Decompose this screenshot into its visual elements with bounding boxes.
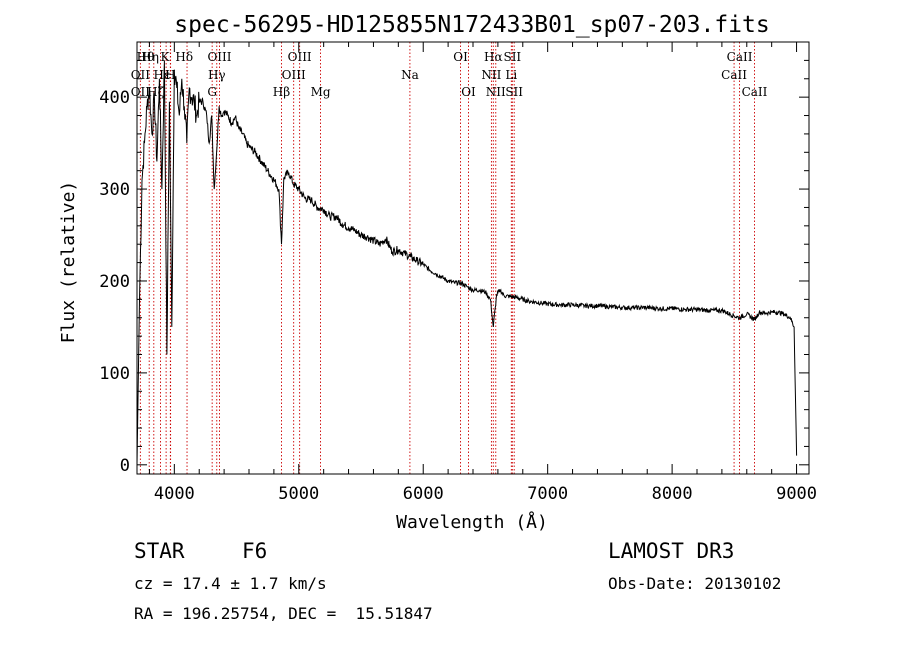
line-label-21: G xyxy=(207,85,217,99)
y-axis-label: Flux (relative) xyxy=(58,181,79,344)
x-axis: 4000 5000 6000 7000 8000 9000 xyxy=(148,42,817,504)
line-label-15: Na xyxy=(401,68,419,82)
line-label-24: OI xyxy=(461,85,476,99)
x-tick-label: 4000 xyxy=(154,484,195,504)
observation-date: Obs-Date: 20130102 xyxy=(608,574,782,593)
plot-frame xyxy=(136,41,810,475)
line-label-27: CaII xyxy=(742,85,768,99)
line-label-12: H xyxy=(165,68,175,82)
x-tick-label: 7000 xyxy=(527,484,568,504)
line-label-3: Hδ xyxy=(175,50,193,64)
line-label-20: Hζ xyxy=(147,85,164,99)
y-tick-label: 0 xyxy=(120,456,130,476)
line-label-6: OI xyxy=(453,50,468,64)
survey-name: LAMOST DR3 xyxy=(608,539,735,563)
line-label-8: SII xyxy=(503,50,521,64)
x-tick-label: 5000 xyxy=(278,484,319,504)
x-tick-label: 9000 xyxy=(776,484,817,504)
line-label-25: NII xyxy=(486,85,506,99)
line-label-16: NII xyxy=(481,68,501,82)
line-label-13: Hγ xyxy=(208,68,226,82)
line-label-11: Hε xyxy=(154,68,171,82)
coordinates: RA = 196.25754, DEC = 15.51847 xyxy=(134,604,433,623)
line-label-14: OIII xyxy=(282,68,306,82)
line-label-23: Mg xyxy=(311,85,331,99)
line-label-19: OII xyxy=(131,85,151,99)
x-axis-label: Wavelength (Å) xyxy=(396,511,548,533)
redshift-value: cz = 17.4 ± 1.7 km/s xyxy=(134,574,327,593)
object-class: STAR xyxy=(134,539,185,563)
line-markers xyxy=(139,42,755,474)
object-subclass: F6 xyxy=(242,539,268,563)
chart-title: spec-56295-HD125855N172433B01_sp07-203.f… xyxy=(174,12,769,38)
line-label-18: CaII xyxy=(721,68,747,82)
line-label-17: Li xyxy=(505,68,517,82)
y-tick-label: 300 xyxy=(99,180,130,200)
line-label-4: OIII xyxy=(207,50,231,64)
line-label-22: Hβ xyxy=(273,85,290,99)
line-label-2: K xyxy=(161,50,171,64)
line-label-10: OII xyxy=(131,68,151,82)
line-label-5: OIII xyxy=(288,50,312,64)
y-axis: 0 100 200 300 400 xyxy=(99,59,809,476)
spectrum-series xyxy=(136,60,798,465)
x-tick-label: 6000 xyxy=(403,484,444,504)
y-tick-label: 200 xyxy=(99,272,130,292)
spectrum-line xyxy=(136,60,798,465)
y-tick-label: 100 xyxy=(99,364,130,384)
line-label-26: SII xyxy=(505,85,523,99)
y-tick-label: 400 xyxy=(99,88,130,108)
x-tick-label: 8000 xyxy=(652,484,693,504)
line-label-1: Hη xyxy=(141,50,159,64)
line-label-9: CaII xyxy=(727,50,753,64)
line-label-7: Hα xyxy=(484,50,503,64)
